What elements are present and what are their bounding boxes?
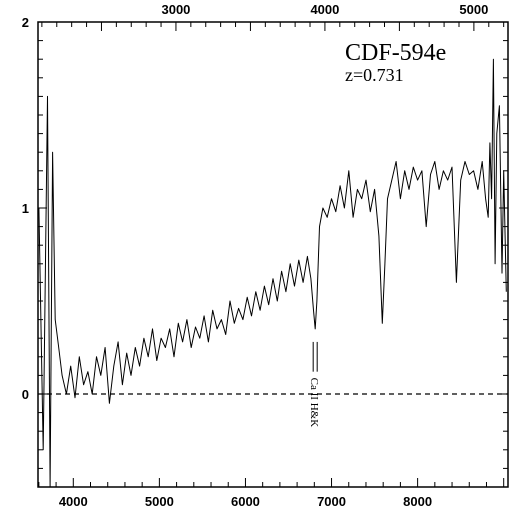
top-tick-label: 3000	[161, 2, 190, 17]
bottom-tick-label: 7000	[317, 494, 346, 509]
top-tick-label: 5000	[459, 2, 488, 17]
bottom-tick-label: 4000	[59, 494, 88, 509]
top-axis-ticks: 3000 4000 5000	[41, 2, 505, 31]
y-tick-label: 0	[22, 387, 29, 402]
plot-frame	[37, 21, 509, 488]
chart-title: CDF-594e	[345, 40, 446, 66]
y-axis-ticks: 0 1 2	[22, 15, 508, 488]
top-tick-label: 4000	[310, 2, 339, 17]
bottom-tick-label: 6000	[231, 494, 260, 509]
ca-ii-hk-annotation: Ca II H&K	[308, 341, 320, 428]
y-tick-label: 1	[22, 201, 29, 216]
chart-subtitle: z=0.731	[345, 65, 404, 85]
series-group	[38, 58, 507, 487]
bottom-axis-ticks: 4000 5000 6000 7000 8000	[38, 478, 505, 509]
y-tick-label: 2	[22, 15, 29, 30]
spectrum-series-line	[38, 58, 507, 487]
bottom-tick-label: 5000	[145, 494, 174, 509]
annotation-label: Ca II H&K	[308, 378, 320, 428]
bottom-tick-label: 8000	[403, 494, 432, 509]
